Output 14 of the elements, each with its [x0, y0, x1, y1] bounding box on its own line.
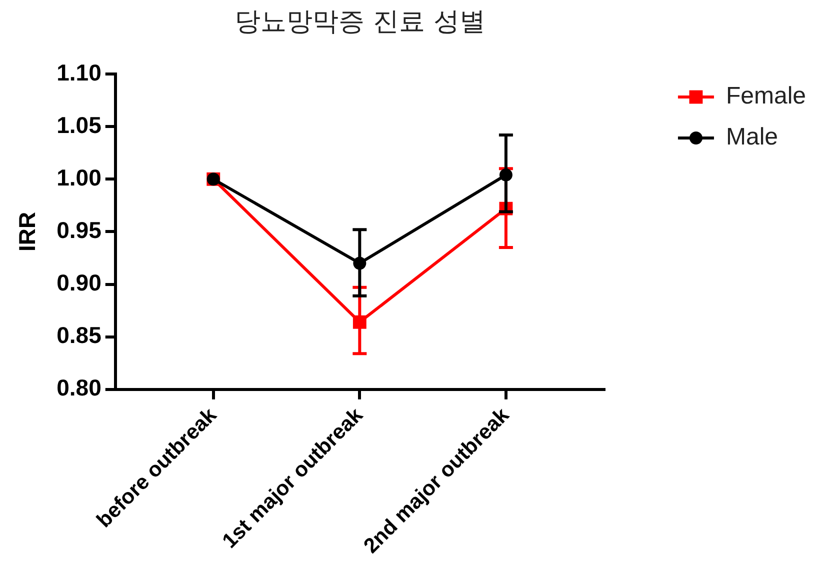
y-tick-label: 0.95	[56, 217, 102, 244]
y-tick-label: 1.00	[56, 164, 102, 190]
point	[499, 168, 512, 182]
y-axis-title: IRR	[14, 212, 40, 252]
point	[353, 256, 366, 270]
y-tick-label: 0.85	[56, 322, 102, 348]
point	[352, 315, 366, 329]
y-tick-label: 1.05	[56, 112, 102, 138]
chart-title: 당뇨망막증 진료 성별	[234, 6, 486, 39]
legend-label: Female	[726, 82, 806, 110]
y-tick-label: 0.80	[56, 374, 102, 401]
y-tick-label: 0.90	[56, 270, 102, 296]
legend-label: Male	[726, 124, 778, 151]
y-tick-label: 1.10	[56, 59, 102, 86]
